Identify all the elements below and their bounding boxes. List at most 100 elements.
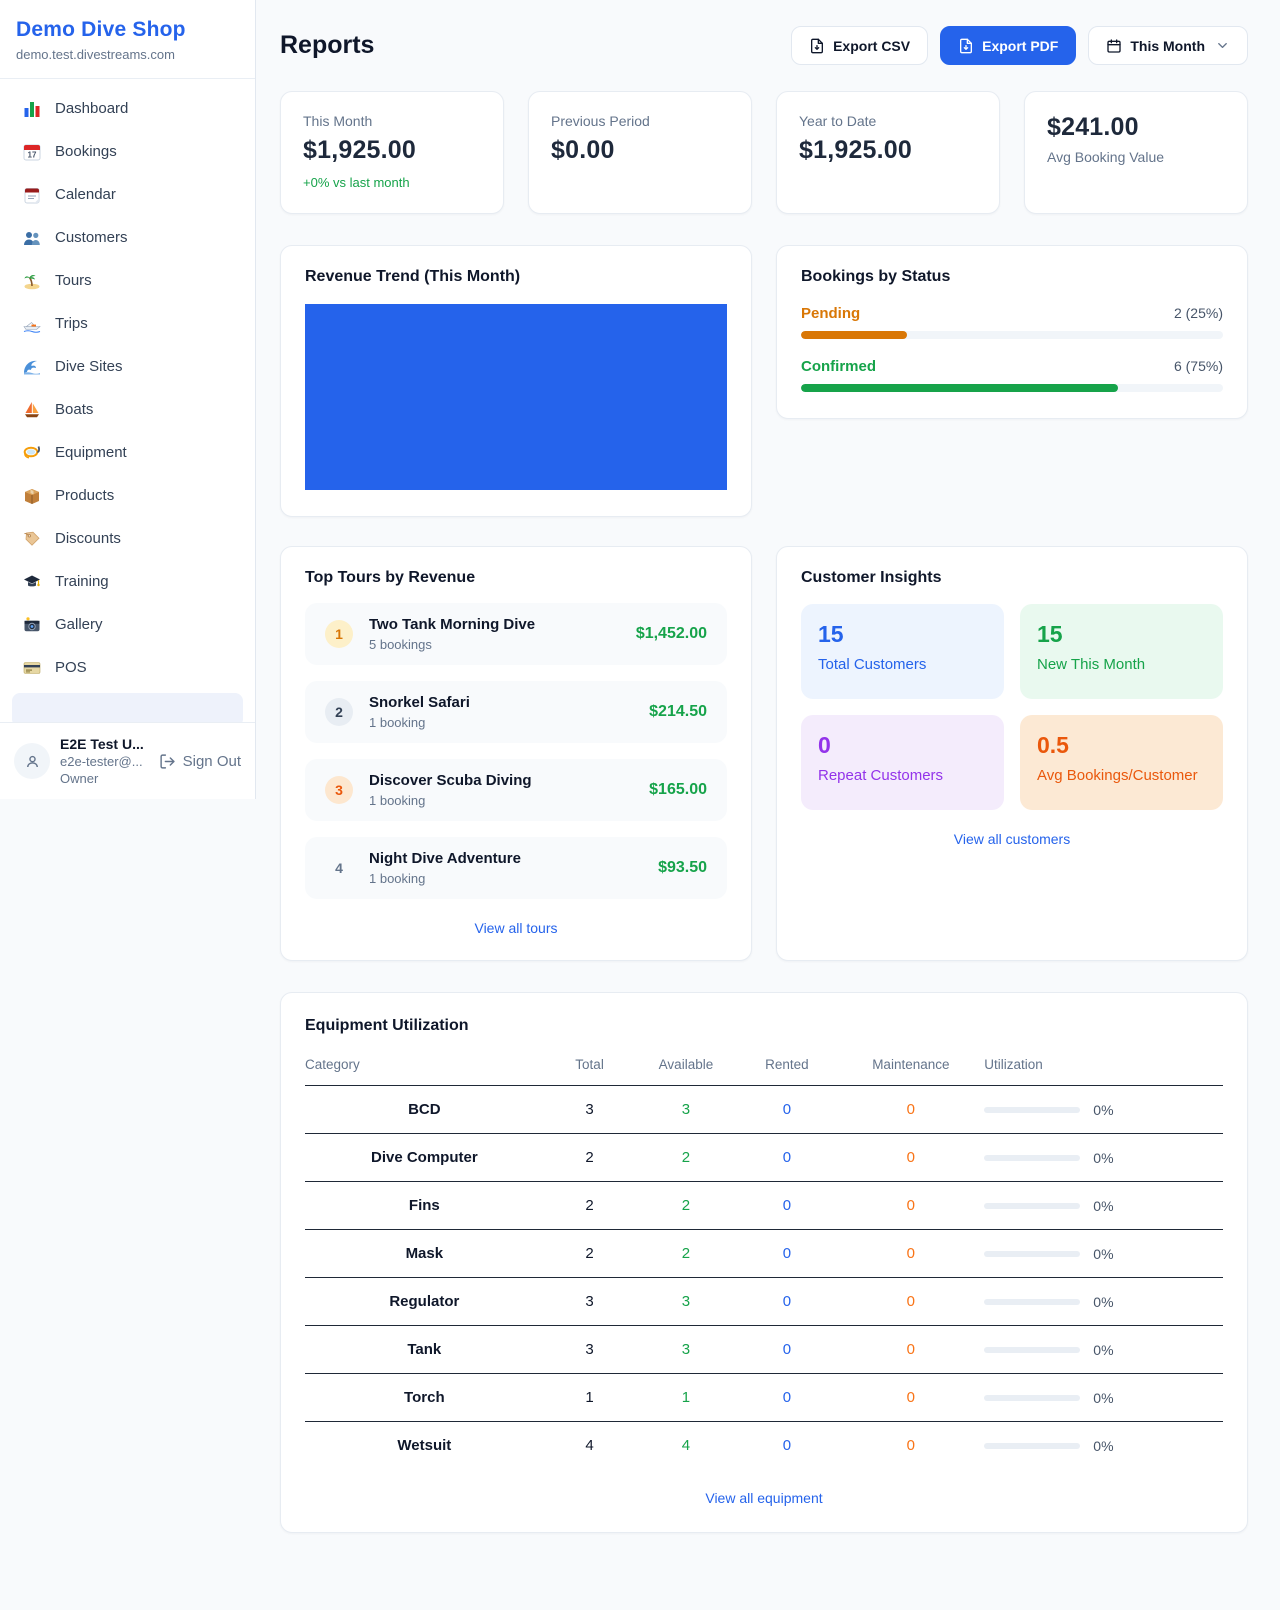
insight-label: New This Month [1037, 656, 1146, 673]
people-icon [22, 228, 42, 248]
table-header-row: Category Total Available Rented Maintena… [305, 1051, 1223, 1086]
package-icon [22, 486, 42, 506]
view-all-customers-link[interactable]: View all customers [953, 831, 1071, 847]
bookings-by-status-title: Bookings by Status [801, 268, 951, 285]
export-csv-button[interactable]: Export CSV [791, 26, 929, 65]
utilization-bar [984, 1250, 1081, 1257]
insight-value: 15 [818, 621, 844, 647]
column-header-available: Available [635, 1051, 737, 1086]
stat-label: This Month [303, 113, 373, 129]
dive-mask-icon [22, 443, 42, 463]
utilization-percent: 0% [1093, 1437, 1114, 1454]
insight-tile-new-this-month: 15 New This Month [1020, 604, 1223, 699]
main-content: Reports Export CSV Export PDF This Month [256, 0, 1280, 1573]
user-role: Owner [60, 771, 99, 786]
sidebar-item-dive-sites[interactable]: Dive Sites [12, 349, 243, 384]
sidebar-item-reports-active[interactable] [12, 693, 243, 722]
table-row: BCD 3 3 0 0 0% [305, 1085, 1223, 1134]
sidebar-item-boats[interactable]: Boats [12, 392, 243, 427]
stat-value: $241.00 [1047, 113, 1139, 141]
table-row: Tank 3 3 0 0 0% [305, 1325, 1223, 1374]
page-title: Reports [280, 31, 375, 59]
tour-bookings: 1 booking [369, 871, 426, 886]
view-all-tours-link[interactable]: View all tours [474, 920, 558, 936]
sidebar-item-label: Products [55, 487, 115, 504]
insight-tile-total-customers: 15 Total Customers [801, 604, 1004, 699]
tour-revenue: $214.50 [649, 703, 707, 720]
sidebar-user-footer: E2E Test U... e2e-tester@... Owner Sign … [0, 722, 255, 799]
wave-icon [22, 357, 42, 377]
insights-grid: 15 Total Customers 15 New This Month 0 R… [801, 604, 1223, 810]
status-row-pending: Pending 2 (25%) [801, 305, 1223, 339]
tour-name: Snorkel Safari [369, 694, 470, 711]
sidebar-item-products[interactable]: Products [12, 478, 243, 513]
tour-bookings: 1 booking [369, 715, 426, 730]
table-row: Wetsuit 4 4 0 0 0% [397, 1437, 1114, 1454]
sidebar-item-label: Calendar [55, 186, 116, 203]
revenue-trend-title: Revenue Trend (This Month) [305, 268, 521, 285]
file-download-icon [960, 38, 973, 53]
tour-list-item: 1 Two Tank Morning Dive 5 bookings $1,45… [305, 603, 727, 665]
export-pdf-button[interactable]: Export PDF [940, 26, 1077, 65]
sign-out-button[interactable]: Sign Out [159, 753, 241, 770]
customer-insights-title: Customer Insights [801, 569, 942, 586]
sidebar-item-gallery[interactable]: Gallery [12, 607, 243, 642]
sidebar-item-pos[interactable]: POS [12, 650, 243, 685]
user-email: e2e-tester@... [60, 754, 143, 769]
tour-name: Night Dive Adventure [369, 850, 521, 867]
charts-row: Revenue Trend (This Month) Bookings by S… [280, 245, 1248, 517]
tour-list-item: 2 Snorkel Safari 1 booking $214.50 [305, 681, 727, 743]
calendar-date-icon: 17 [22, 142, 42, 162]
credit-card-icon [22, 658, 42, 678]
status-value-pending: 2 (25%) [1173, 305, 1223, 321]
bookings-by-status-card: Bookings by Status Pending 2 (25%) Confi… [776, 245, 1248, 419]
user-icon [26, 755, 38, 767]
app-root: Demo Dive Shop demo.test.divestreams.com… [0, 0, 1280, 1573]
sidebar-item-label: Dashboard [55, 100, 129, 117]
utilization-percent: 0% [1093, 1389, 1114, 1406]
sidebar-item-calendar[interactable]: Calendar [12, 177, 243, 212]
calendar-icon [1107, 38, 1122, 53]
tour-list-item: 3 Discover Scuba Diving 1 booking $165.0… [305, 759, 727, 821]
sidebar-item-training[interactable]: Training [12, 564, 243, 599]
sidebar-item-bookings[interactable]: 17 Bookings [12, 134, 243, 169]
tour-name: Two Tank Morning Dive [369, 616, 536, 633]
status-label-confirmed: Confirmed [801, 358, 876, 375]
sidebar-item-label: Dive Sites [55, 358, 123, 375]
header-actions: Export CSV Export PDF This Month [791, 26, 1248, 65]
stats-grid: This Month $1,925.00 +0% vs last month P… [280, 91, 1248, 214]
rank-badge: 4 [335, 860, 343, 876]
insight-value: 0.5 [1037, 732, 1069, 758]
tour-name: Discover Scuba Diving [369, 772, 532, 789]
sidebar-item-label: Equipment [55, 444, 127, 461]
camera-icon [22, 615, 42, 635]
sidebar-item-discounts[interactable]: Discounts [12, 521, 243, 556]
stat-card-year-to-date: Year to Date $1,925.00 [776, 91, 1000, 214]
table-row: Fins 2 2 0 0 0% [305, 1181, 1223, 1230]
period-dropdown[interactable]: This Month [1088, 26, 1248, 65]
sidebar-item-label: Bookings [55, 143, 117, 160]
status-value-confirmed: 6 (75%) [1173, 358, 1223, 374]
sidebar-item-label: Gallery [55, 616, 103, 633]
equipment-table: Category Total Available Rented Maintena… [305, 1051, 1223, 1469]
sidebar-item-equipment[interactable]: Equipment [12, 435, 243, 470]
status-row-confirmed: Confirmed 6 (75%) [801, 358, 1223, 392]
sidebar-item-label: Training [55, 573, 109, 590]
utilization-percent: 0% [1093, 1149, 1114, 1166]
utilization-bar [984, 1394, 1081, 1401]
status-bar-fill-confirmed [801, 384, 1118, 392]
sidebar-item-dashboard[interactable]: Dashboard [12, 91, 243, 126]
sidebar-item-trips[interactable]: Trips [12, 306, 243, 341]
utilization-bar [984, 1154, 1081, 1161]
utilization-percent: 0% [1093, 1293, 1114, 1310]
stat-card-this-month: This Month $1,925.00 +0% vs last month [280, 91, 504, 214]
export-pdf-label: Export PDF [982, 37, 1059, 54]
insight-label: Avg Bookings/Customer [1037, 767, 1198, 784]
view-all-equipment-link[interactable]: View all equipment [705, 1490, 823, 1506]
stat-label: Year to Date [799, 113, 877, 129]
tour-revenue: $165.00 [649, 781, 707, 798]
sidebar-item-tours[interactable]: Tours [12, 263, 243, 298]
sidebar-item-customers[interactable]: Customers [12, 220, 243, 255]
customer-insights-card: Customer Insights 15 Total Customers 15 … [776, 546, 1248, 961]
insight-label: Repeat Customers [818, 767, 944, 784]
